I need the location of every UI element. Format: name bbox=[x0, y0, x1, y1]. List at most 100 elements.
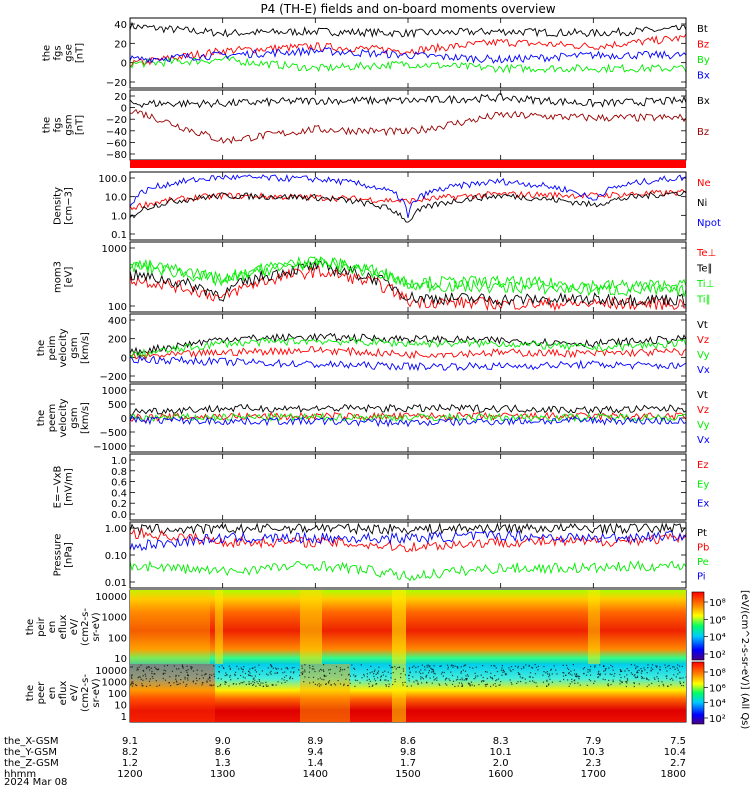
legend-entry: Ti∥ bbox=[696, 295, 711, 306]
y-tick-label: 200 bbox=[108, 335, 127, 346]
panel-peem-velocity: thepeemvelocitygsm[km/s] 1000 500 0 −500 −100… bbox=[36, 383, 710, 453]
y-tick-label: 0 bbox=[121, 414, 127, 425]
ylabel-line: peer bbox=[36, 681, 47, 705]
y-tick-label: 100 bbox=[108, 302, 127, 313]
series-line bbox=[129, 188, 687, 211]
series-line bbox=[129, 411, 687, 423]
legend-entry: Ey bbox=[697, 479, 709, 490]
y-tick-label: 1000 bbox=[102, 613, 127, 624]
x-axis-value: 1.7 bbox=[400, 758, 416, 769]
ylabel-line: peir bbox=[36, 616, 47, 636]
series-line bbox=[129, 33, 687, 68]
colorbar-tick-label: 10⁸ bbox=[709, 668, 726, 679]
y-tick-label: 100 bbox=[108, 689, 127, 700]
y-tick-label: 0.0 bbox=[111, 510, 127, 521]
panels: thefgsgse[nT]40200−20BtBzByBxthefgsgsm[n… bbox=[25, 17, 721, 723]
legend-entry: Vx bbox=[697, 435, 710, 446]
legend-entry: Pb bbox=[697, 543, 709, 554]
y-tick-label: 1 bbox=[121, 712, 127, 723]
date-label: 2024 Mar 08 bbox=[4, 777, 67, 788]
ylabel-line: eflux bbox=[58, 681, 69, 706]
y-tick-label: 1000 bbox=[102, 244, 127, 255]
legend-entry: Vt bbox=[697, 320, 708, 331]
panel-density: Density[cm−3] 100.0 10.0 1.0 0.1 Ne Ni Npot bbox=[53, 171, 721, 241]
y-tick-label: 10 bbox=[114, 654, 127, 665]
x-axis-value: 1.4 bbox=[307, 758, 323, 769]
ylabel-line: en bbox=[47, 621, 58, 634]
y-tick-label: 20 bbox=[114, 92, 127, 103]
legend-entry: Ti⊥ bbox=[696, 279, 714, 290]
colorbar-tick-label: 10² bbox=[709, 714, 726, 725]
y-tick-label: 0.1 bbox=[111, 230, 127, 241]
colorbar-tick-label: 10² bbox=[709, 650, 726, 661]
series-line bbox=[129, 46, 687, 64]
colorbar-upper bbox=[691, 591, 705, 661]
x-axis-value: 10.4 bbox=[664, 747, 686, 758]
x-axis-value: 1200 bbox=[117, 769, 142, 780]
series-line bbox=[129, 256, 687, 293]
x-axis-value: 9.8 bbox=[400, 747, 416, 758]
x-axis-value: 1700 bbox=[581, 769, 606, 780]
ylabel-line: gsm bbox=[69, 337, 80, 358]
series-line bbox=[129, 522, 687, 536]
colorbar-tick-label: 10⁶ bbox=[709, 615, 726, 626]
x-axis-value: 9.0 bbox=[215, 736, 231, 747]
x-axis-value: 1500 bbox=[395, 769, 420, 780]
x-axis-value: 10.3 bbox=[582, 747, 604, 758]
y-tick-label: 0 bbox=[121, 353, 127, 364]
y-tick-label: 0.01 bbox=[105, 578, 127, 589]
ylabel-line: the bbox=[42, 45, 53, 61]
ylabel-line: eflux bbox=[58, 615, 69, 640]
legend-entry: Pt bbox=[697, 528, 707, 539]
legend-entry: Vy bbox=[697, 350, 710, 361]
series-line bbox=[129, 354, 687, 372]
y-tick-label: 40 bbox=[114, 20, 127, 31]
legend-entry: Ez bbox=[697, 460, 709, 471]
ylabel-line: eV/ bbox=[69, 684, 80, 701]
ylabel-line: peem bbox=[47, 404, 58, 432]
panel-efield: E=−VxB[mV/m] 1.00.80.60.40.20.0 Ez Ey Ex bbox=[53, 453, 709, 521]
y-tick-label: 0.10 bbox=[105, 551, 127, 562]
x-axis-row-label: the_Y-GSM bbox=[4, 747, 57, 758]
x-axis-row-label: the_X-GSM bbox=[4, 736, 58, 747]
y-tick-label: −500 bbox=[100, 428, 127, 439]
y-tick-label: 1.0 bbox=[111, 211, 127, 222]
y-tick-label: 1000 bbox=[102, 678, 127, 689]
x-axis-value: 1.2 bbox=[122, 758, 138, 769]
legend-entry: Pi bbox=[697, 572, 706, 583]
y-tick-label: 10 bbox=[114, 701, 127, 712]
panel-fgs-gse: thefgsgse[nT] 40 20 0 −20 Bt Bz By Bx bbox=[42, 17, 710, 89]
series-line bbox=[129, 260, 687, 307]
ylabel-line: [mV/m] bbox=[64, 468, 75, 506]
y-tick-label: 0 bbox=[121, 104, 127, 115]
x-axis-value: 8.3 bbox=[493, 736, 509, 747]
series-line bbox=[129, 93, 687, 109]
y-tick-label: 1.0 bbox=[111, 456, 127, 467]
colorbar-tick-label: 10⁴ bbox=[709, 699, 726, 710]
ylabel-line: gsm bbox=[64, 114, 75, 135]
x-axis-value: 8.6 bbox=[400, 736, 416, 747]
y-tick-label: 0.4 bbox=[111, 488, 127, 499]
ylabel-line: (cm2-s- bbox=[80, 608, 91, 646]
y-tick-label: −40 bbox=[106, 127, 127, 138]
y-tick-label: 400 bbox=[108, 316, 127, 327]
y-tick-label: 500 bbox=[108, 400, 127, 411]
legend-entry: Bx bbox=[697, 96, 710, 107]
y-tick-label: 100 bbox=[108, 633, 127, 644]
ylabel-line: [km/s] bbox=[80, 402, 91, 434]
plot-title: P4 (TH-E) fields and on-board moments ov… bbox=[260, 2, 555, 16]
legend-entry: Te∥ bbox=[696, 264, 713, 275]
ylabel-line: [eV] bbox=[64, 267, 75, 288]
series-line bbox=[129, 412, 687, 423]
panel-frame bbox=[129, 383, 687, 453]
ylabel-line: peim bbox=[47, 335, 58, 360]
legend-entry: Bx bbox=[697, 71, 710, 82]
ylabel-line: the bbox=[36, 340, 47, 356]
y-tick-label: 20 bbox=[114, 39, 127, 50]
colorbar-ticks: 10⁸ 10⁶ 10⁴ 10² 10⁸ 10⁶ 10⁴ 10² bbox=[704, 598, 726, 725]
panel-separator-band bbox=[130, 160, 686, 168]
y-tick-label: 0.8 bbox=[111, 467, 127, 478]
ylabel-line: [nT] bbox=[75, 115, 86, 135]
legend-entry: Ex bbox=[697, 499, 709, 510]
